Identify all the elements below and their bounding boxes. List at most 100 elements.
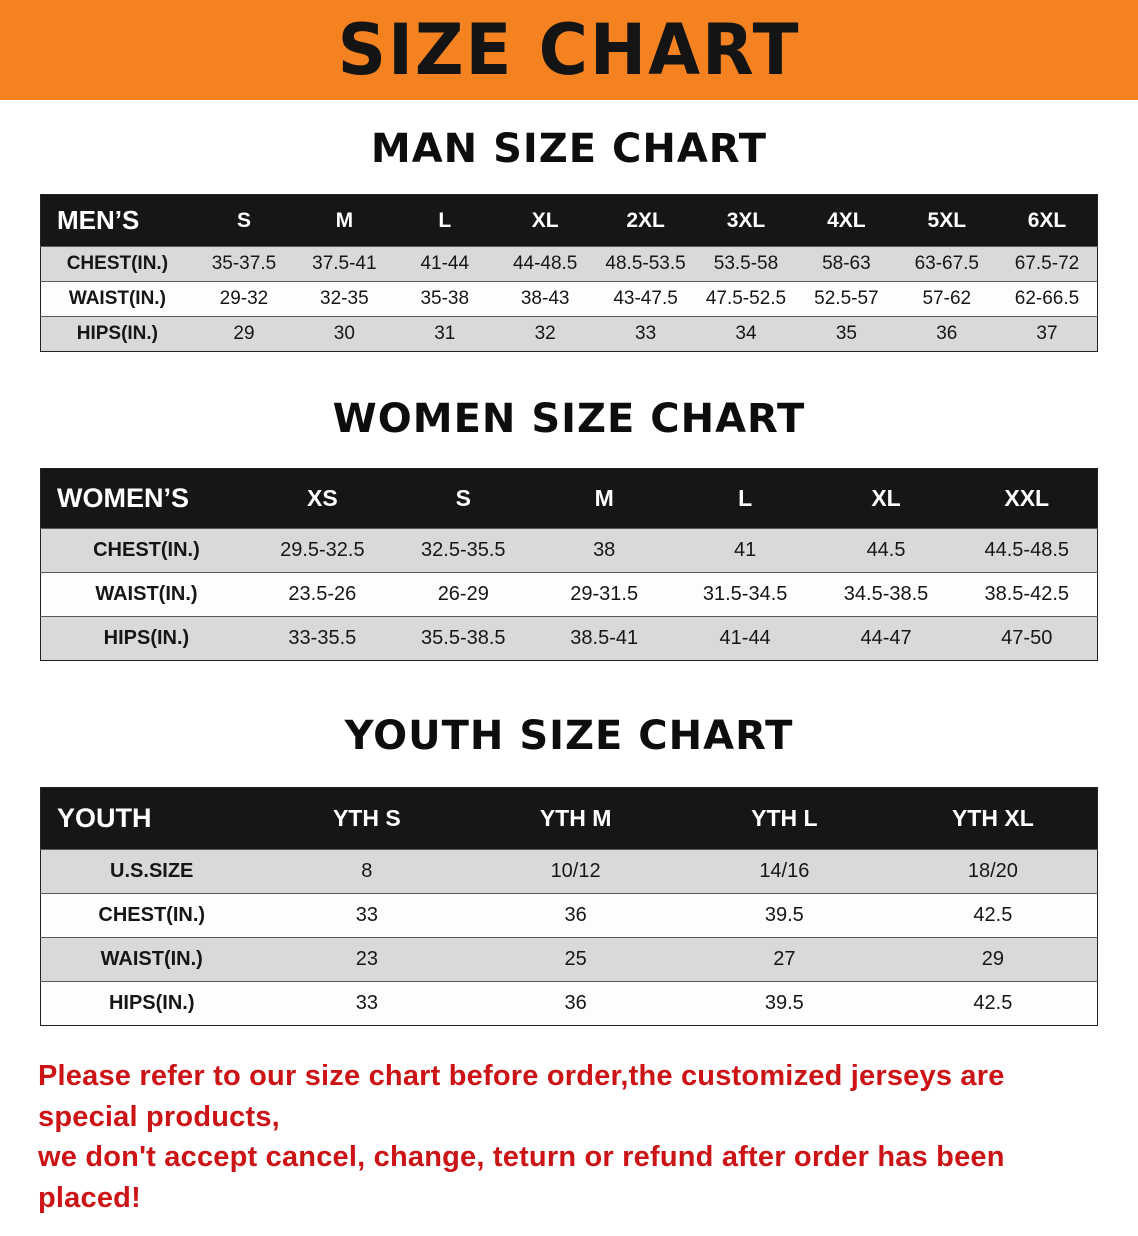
value-cell: 39.5 (679, 893, 889, 938)
table-row: HIPS(IN.) 29 30 31 32 33 34 35 36 37 (40, 316, 1098, 352)
row-label-cell: CHEST(IN.) (40, 528, 252, 573)
row-label-cell: CHEST(IN.) (40, 893, 263, 938)
banner: SIZE CHART (0, 0, 1138, 100)
size-header-cell: L (674, 468, 816, 529)
row-label-cell: U.S.SIZE (40, 849, 263, 894)
value-cell: 33 (595, 316, 696, 352)
size-header-cell: YTH S (262, 787, 472, 850)
value-cell: 36 (896, 316, 997, 352)
size-header-cell: 4XL (796, 194, 897, 247)
value-cell: 44-48.5 (494, 246, 596, 282)
row-label-cell: HIPS(IN.) (40, 981, 263, 1026)
value-cell: 67.5-72 (997, 246, 1098, 282)
value-cell: 44.5 (815, 528, 957, 573)
value-cell: 29 (888, 937, 1098, 982)
value-cell: 37.5-41 (294, 246, 395, 282)
size-header-cell: YTH L (679, 787, 889, 850)
value-cell: 29 (193, 316, 295, 352)
row-label-cell: CHEST(IN.) (40, 246, 194, 282)
value-cell: 34 (695, 316, 797, 352)
value-cell: 53.5-58 (695, 246, 797, 282)
table-row: WAIST(IN.) 23 25 27 29 (40, 937, 1098, 982)
value-cell: 39.5 (679, 981, 889, 1026)
value-cell: 32.5-35.5 (392, 528, 534, 573)
value-cell: 27 (679, 937, 889, 982)
table-row: WAIST(IN.) 29-32 32-35 35-38 38-43 43-47.5 47.… (40, 281, 1098, 317)
size-header-cell: 3XL (695, 194, 797, 247)
value-cell: 23.5-26 (251, 572, 393, 617)
value-cell: 38.5-41 (533, 616, 675, 661)
value-cell: 29.5-32.5 (251, 528, 393, 573)
table-title-cell: WOMEN’S (40, 468, 252, 529)
disclaimer-line-2: we don't accept cancel, change, teturn o… (38, 1141, 1005, 1214)
value-cell: 23 (262, 937, 472, 982)
value-cell: 38-43 (494, 281, 596, 317)
women-size-table: WOMEN’S XS S M L XL XXL CHEST(IN.) 29.5-32.5 32.5… (40, 468, 1098, 661)
value-cell: 47-50 (956, 616, 1098, 661)
size-header-cell: XXL (956, 468, 1098, 529)
value-cell: 25 (471, 937, 680, 982)
youth-size-table: YOUTH YTH S YTH M YTH L YTH XL U.S.SIZE 8 10/12… (40, 787, 1098, 1026)
value-cell: 29-31.5 (533, 572, 675, 617)
value-cell: 8 (262, 849, 472, 894)
size-header-cell: YTH M (471, 787, 680, 850)
size-header-cell: M (294, 194, 395, 247)
value-cell: 33 (262, 981, 472, 1026)
table-header-row: WOMEN’S XS S M L XL XXL (40, 468, 1098, 529)
value-cell: 41 (674, 528, 816, 573)
size-header-cell: 6XL (997, 194, 1098, 247)
row-label-cell: HIPS(IN.) (40, 616, 252, 661)
page-title: SIZE CHART (337, 9, 801, 91)
table-title-cell: YOUTH (40, 787, 263, 850)
value-cell: 47.5-52.5 (695, 281, 797, 317)
size-header-cell: 2XL (595, 194, 696, 247)
table-row: CHEST(IN.) 33 36 39.5 42.5 (40, 893, 1098, 938)
table-row: U.S.SIZE 8 10/12 14/16 18/20 (40, 849, 1098, 894)
value-cell: 34.5-38.5 (815, 572, 957, 617)
table-row: HIPS(IN.) 33 36 39.5 42.5 (40, 981, 1098, 1026)
table-row: HIPS(IN.) 33-35.5 35.5-38.5 38.5-41 41-44 44-… (40, 616, 1098, 661)
table-row: WAIST(IN.) 23.5-26 26-29 29-31.5 31.5-34.5 34… (40, 572, 1098, 617)
size-header-cell: S (392, 468, 534, 529)
value-cell: 48.5-53.5 (595, 246, 696, 282)
value-cell: 43-47.5 (595, 281, 696, 317)
row-label-cell: WAIST(IN.) (40, 937, 263, 982)
value-cell: 31.5-34.5 (674, 572, 816, 617)
value-cell: 32-35 (294, 281, 395, 317)
youth-size-section: YOUTH SIZE CHART YOUTH YTH S YTH M YTH L YTH… (0, 713, 1138, 1026)
value-cell: 41-44 (674, 616, 816, 661)
value-cell: 33-35.5 (251, 616, 393, 661)
value-cell: 57-62 (896, 281, 997, 317)
row-label-cell: HIPS(IN.) (40, 316, 194, 352)
value-cell: 32 (494, 316, 596, 352)
value-cell: 44-47 (815, 616, 957, 661)
value-cell: 35 (796, 316, 897, 352)
value-cell: 35-37.5 (193, 246, 295, 282)
value-cell: 14/16 (679, 849, 889, 894)
table-row: CHEST(IN.) 35-37.5 37.5-41 41-44 44-48.5 48.5… (40, 246, 1098, 282)
size-header-cell: L (394, 194, 495, 247)
women-size-section: WOMEN SIZE CHART WOMEN’S XS S M L XL XXL CHEST(… (0, 396, 1138, 661)
value-cell: 62-66.5 (997, 281, 1098, 317)
row-label-cell: WAIST(IN.) (40, 572, 252, 617)
table-row: CHEST(IN.) 29.5-32.5 32.5-35.5 38 41 44.5 44.5… (40, 528, 1098, 573)
table-title-cell: MEN’S (40, 194, 194, 247)
value-cell: 31 (394, 316, 495, 352)
value-cell: 37 (997, 316, 1098, 352)
value-cell: 30 (294, 316, 395, 352)
value-cell: 52.5-57 (796, 281, 897, 317)
value-cell: 29-32 (193, 281, 295, 317)
size-header-cell: YTH XL (888, 787, 1098, 850)
size-header-cell: M (533, 468, 675, 529)
size-header-cell: XL (815, 468, 957, 529)
value-cell: 42.5 (888, 981, 1098, 1026)
men-size-section: MAN SIZE CHART MEN’S S M L XL 2XL 3XL 4XL 5XL 6XL… (0, 126, 1138, 352)
value-cell: 63-67.5 (896, 246, 997, 282)
value-cell: 38.5-42.5 (956, 572, 1098, 617)
value-cell: 41-44 (394, 246, 495, 282)
size-header-cell: 5XL (896, 194, 997, 247)
youth-section-heading: YOUTH SIZE CHART (344, 713, 794, 759)
value-cell: 10/12 (471, 849, 680, 894)
row-label-cell: WAIST(IN.) (40, 281, 194, 317)
size-header-cell: S (193, 194, 295, 247)
